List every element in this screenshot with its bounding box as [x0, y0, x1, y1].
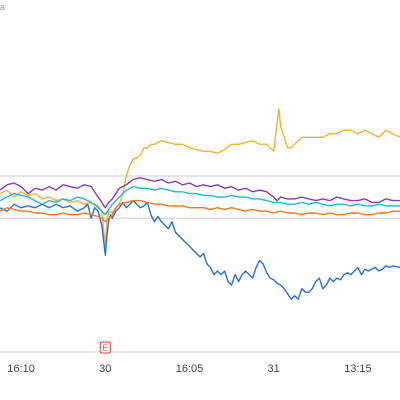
series-line-4 — [0, 199, 400, 300]
x-axis-ticks: 16:10 30 16:05 31 13:15 — [7, 363, 371, 375]
series-line-3 — [0, 185, 400, 216]
series-line-1 — [0, 108, 400, 248]
x-tick-label: 13:15 — [344, 363, 372, 375]
series-layer — [0, 108, 400, 300]
x-tick-label: 16:10 — [7, 363, 35, 375]
event-marker-label: E — [103, 344, 108, 353]
event-marker-box[interactable] — [99, 341, 111, 354]
x-tick-label: 16:05 — [176, 363, 204, 375]
x-tick-label: 30 — [99, 363, 111, 375]
event-marker[interactable]: E — [99, 341, 111, 354]
x-tick-label: 31 — [268, 363, 280, 375]
series-line-5 — [0, 199, 400, 223]
clipped-header-label: a — [0, 2, 5, 12]
reference-lines — [0, 175, 400, 219]
series-line-2 — [0, 177, 400, 209]
